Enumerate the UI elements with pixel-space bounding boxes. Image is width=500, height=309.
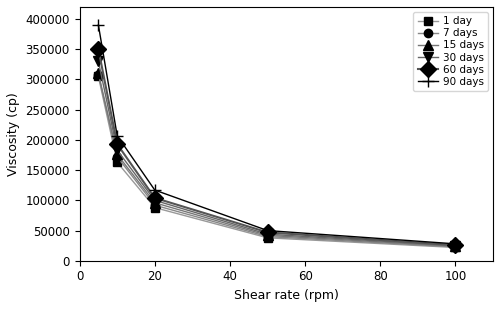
90 days [152,188,158,192]
90 days [114,134,120,138]
15 days [152,201,158,205]
1 day [152,206,158,210]
7 days [96,73,102,77]
60 days [114,142,120,146]
90 days [264,229,270,232]
7 days [152,203,158,207]
Line: 30 days: 30 days [94,57,460,251]
7 days [452,245,458,249]
Line: 15 days: 15 days [94,69,460,251]
Line: 60 days: 60 days [93,44,461,251]
90 days [452,242,458,246]
60 days [264,231,270,234]
30 days [452,244,458,248]
7 days [114,155,120,159]
Y-axis label: Viscosity (cp): Viscosity (cp) [7,92,20,176]
15 days [114,153,120,156]
30 days [152,198,158,202]
30 days [96,60,102,63]
15 days [452,244,458,248]
30 days [114,148,120,152]
1 day [452,246,458,249]
X-axis label: Shear rate (rpm): Shear rate (rpm) [234,289,339,302]
7 days [264,235,270,239]
60 days [152,196,158,200]
1 day [96,74,102,78]
1 day [114,160,120,164]
60 days [96,47,102,51]
30 days [264,232,270,236]
1 day [264,236,270,240]
Line: 90 days: 90 days [92,19,462,250]
90 days [96,23,102,27]
60 days [452,243,458,247]
Line: 1 day: 1 day [94,72,460,252]
15 days [96,72,102,75]
Line: 7 days: 7 days [94,70,460,251]
Legend: 1 day, 7 days, 15 days, 30 days, 60 days, 90 days: 1 day, 7 days, 15 days, 30 days, 60 days… [414,12,488,91]
15 days [264,234,270,237]
